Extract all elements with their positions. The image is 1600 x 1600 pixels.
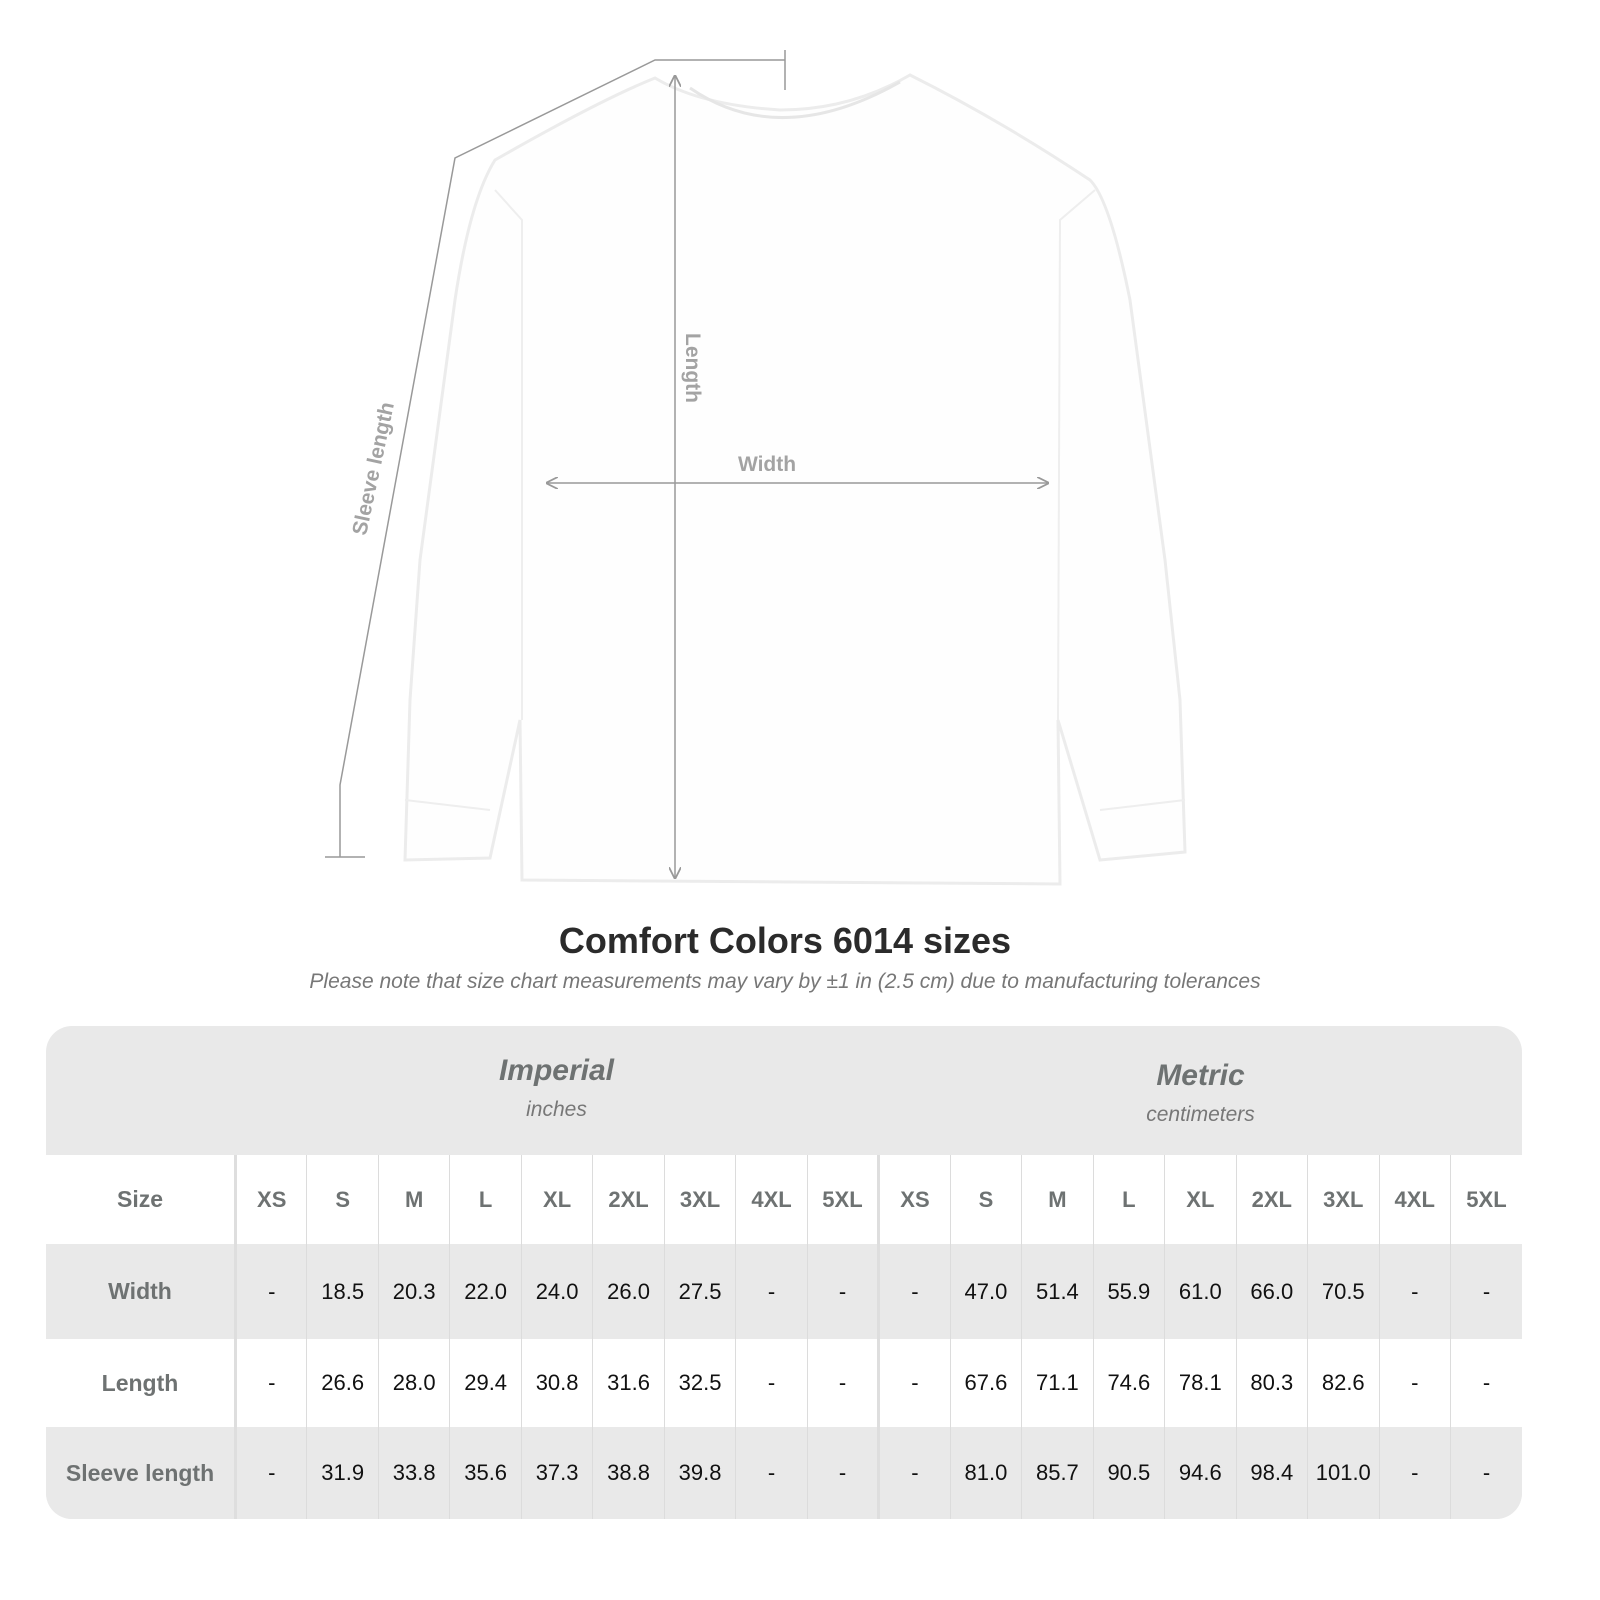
- metric-value-cell: 85.7: [1021, 1427, 1094, 1519]
- sleeve-length-label: Sleeve length: [348, 400, 399, 537]
- imperial-value-cell: 31.6: [592, 1339, 665, 1427]
- imperial-value-cell: -: [234, 1427, 307, 1519]
- metric-value-cell: 74.6: [1092, 1339, 1165, 1427]
- metric-value-cell: 51.4: [1021, 1244, 1094, 1339]
- imperial-value-cell: 26.0: [592, 1244, 665, 1339]
- length-label: Length: [681, 333, 704, 403]
- metric-value-cell: -: [877, 1339, 951, 1427]
- metric-size-header: M: [1021, 1155, 1094, 1244]
- imperial-value-cell: 28.0: [377, 1339, 450, 1427]
- size-table: Imperial inches Metric centimeters Size X…: [46, 1026, 1522, 1519]
- metric-value-cell: 55.9: [1092, 1244, 1165, 1339]
- metric-value-cell: -: [1449, 1427, 1522, 1519]
- imperial-value-cell: 39.8: [663, 1427, 736, 1519]
- metric-value-cell: 67.6: [949, 1339, 1022, 1427]
- metric-value-cell: -: [1378, 1339, 1451, 1427]
- imperial-value-cell: -: [735, 1339, 808, 1427]
- imperial-size-header: 3XL: [663, 1155, 736, 1244]
- metric-size-header: S: [949, 1155, 1022, 1244]
- imperial-value-cell: -: [234, 1339, 307, 1427]
- metric-value-cell: 98.4: [1235, 1427, 1308, 1519]
- metric-size-header: 2XL: [1235, 1155, 1308, 1244]
- metric-value-cell: -: [1449, 1339, 1522, 1427]
- imperial-value-cell: 38.8: [592, 1427, 665, 1519]
- table-row: Length -26.6 28.0 29.4 30.8 31.6 32.5- - -67.6 71…: [46, 1339, 1522, 1427]
- imperial-value-cell: 35.6: [449, 1427, 522, 1519]
- metric-value-cell: 94.6: [1164, 1427, 1237, 1519]
- metric-value-cell: 71.1: [1021, 1339, 1094, 1427]
- table-row: Width -18.5 20.3 22.0 24.0 26.0 27.5- - -47.0 51.…: [46, 1244, 1522, 1339]
- sleeve-length-line: [339, 59, 785, 857]
- imperial-value-cell: 30.8: [520, 1339, 593, 1427]
- imperial-value-cell: 37.3: [520, 1427, 593, 1519]
- metric-value-cell: 70.5: [1307, 1244, 1379, 1339]
- imperial-value-cell: 32.5: [663, 1339, 736, 1427]
- imperial-header: Imperial inches: [498, 1054, 615, 1121]
- imperial-size-header: L: [449, 1155, 522, 1244]
- tolerance-note: Please note that size chart measurements…: [309, 970, 1261, 993]
- metric-value-cell: -: [877, 1427, 951, 1519]
- imperial-value-cell: -: [806, 1427, 879, 1519]
- imperial-value-cell: 26.6: [306, 1339, 379, 1427]
- imperial-size-header: 4XL: [735, 1155, 808, 1244]
- imperial-value-cell: -: [735, 1427, 808, 1519]
- metric-value-cell: 47.0: [949, 1244, 1022, 1339]
- imperial-value-cell: 29.4: [449, 1339, 522, 1427]
- imperial-size-header: 5XL: [806, 1155, 879, 1244]
- imperial-size-header: 2XL: [592, 1155, 665, 1244]
- metric-value-cell: -: [877, 1244, 951, 1339]
- imperial-value-cell: -: [806, 1339, 879, 1427]
- metric-size-header: 3XL: [1307, 1155, 1379, 1244]
- imperial-value-cell: 33.8: [377, 1427, 450, 1519]
- size-label: Size: [46, 1155, 237, 1244]
- imperial-value-cell: 20.3: [377, 1244, 450, 1339]
- metric-value-cell: 80.3: [1235, 1339, 1308, 1427]
- metric-value-cell: -: [1378, 1427, 1451, 1519]
- shirt-diagram: Sleeve length Length Width: [325, 50, 1187, 886]
- metric-size-header: XS: [877, 1155, 951, 1244]
- metric-size-header: XL: [1164, 1155, 1237, 1244]
- imperial-size-header: M: [377, 1155, 450, 1244]
- metric-value-cell: 101.0: [1307, 1427, 1379, 1519]
- metric-size-header: L: [1092, 1155, 1165, 1244]
- metric-value-cell: 82.6: [1307, 1339, 1379, 1427]
- imperial-value-cell: 18.5: [306, 1244, 379, 1339]
- imperial-value-cell: 31.9: [306, 1427, 379, 1519]
- imperial-value-cell: 27.5: [663, 1244, 736, 1339]
- imperial-value-cell: 24.0: [520, 1244, 593, 1339]
- row-label: Length: [46, 1339, 237, 1427]
- metric-value-cell: 81.0: [949, 1427, 1022, 1519]
- metric-size-header: 5XL: [1449, 1155, 1522, 1244]
- imperial-size-header: XL: [520, 1155, 593, 1244]
- table-row: Sleeve length -31.9 33.8 35.6 37.3 38.8 39.8- -…: [46, 1427, 1522, 1519]
- imperial-size-header: XS: [234, 1155, 307, 1244]
- row-label: Width: [46, 1244, 237, 1339]
- imperial-value-cell: -: [735, 1244, 808, 1339]
- size-header-row: Size XS S M L XL 2XL 3XL 4XL 5XL XS S M L XL 2XL 3XL 4XL 5…: [46, 1155, 1522, 1244]
- size-grid: Size XS S M L XL 2XL 3XL 4XL 5XL XS S M L XL 2XL 3XL 4XL 5…: [46, 1155, 1522, 1519]
- imperial-value-cell: -: [806, 1244, 879, 1339]
- row-label: Sleeve length: [46, 1427, 237, 1519]
- imperial-size-header: S: [306, 1155, 379, 1244]
- page-title: Comfort Colors 6014 sizes: [558, 920, 1012, 961]
- metric-value-cell: -: [1378, 1244, 1451, 1339]
- width-label: Width: [738, 453, 796, 476]
- metric-value-cell: -: [1449, 1244, 1522, 1339]
- metric-header: Metric centimeters: [1146, 1059, 1255, 1126]
- metric-value-cell: 66.0: [1235, 1244, 1308, 1339]
- imperial-value-cell: 22.0: [449, 1244, 522, 1339]
- metric-value-cell: 78.1: [1164, 1339, 1237, 1427]
- metric-value-cell: 61.0: [1164, 1244, 1237, 1339]
- metric-size-header: 4XL: [1378, 1155, 1451, 1244]
- imperial-value-cell: -: [234, 1244, 307, 1339]
- metric-value-cell: 90.5: [1092, 1427, 1165, 1519]
